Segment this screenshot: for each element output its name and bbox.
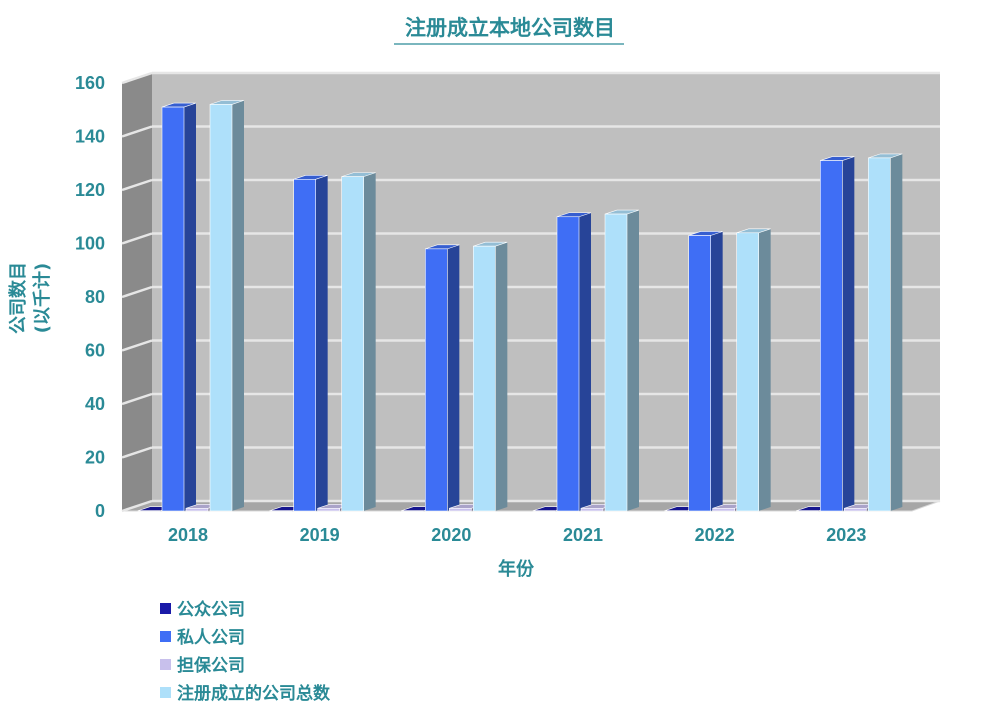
legend-label: 公众公司 (177, 599, 245, 620)
y-axis-unit: (以千计) (31, 263, 53, 333)
legend-swatch (160, 659, 171, 670)
bar-total (473, 241, 508, 512)
gridline-side (121, 125, 153, 138)
bar-private (161, 102, 197, 512)
bar-private (425, 244, 460, 512)
y-tick-label: 60 (85, 341, 105, 361)
x-tick-label: 2022 (695, 525, 735, 545)
x-tick-label: 2018 (168, 525, 208, 545)
legend-swatch (160, 631, 171, 642)
gridline-side (121, 339, 153, 352)
bar-private (688, 231, 723, 512)
legend-label: 担保公司 (177, 655, 245, 676)
y-tick-label: 160 (75, 73, 105, 93)
x-tick-label: 2020 (431, 525, 471, 545)
legend-swatch (160, 603, 171, 614)
x-tick-label: 2023 (826, 525, 866, 545)
y-axis-label: 公司数目 (7, 262, 29, 334)
bar-total (341, 172, 376, 512)
gridline-side (121, 178, 153, 192)
y-ticks: 0 20 40 60 80 100 120 140 160 (75, 73, 105, 521)
bar-total (736, 228, 771, 512)
gridline-side (121, 446, 153, 459)
bar-total (868, 153, 903, 512)
y-tick-label: 20 (85, 448, 105, 468)
y-tick-label: 40 (85, 394, 105, 414)
gridline-side (121, 232, 153, 245)
bar-private (820, 156, 855, 512)
x-tick-label: 2019 (300, 525, 340, 545)
x-ticks: 2018 2019 2020 2021 2022 2023 (168, 525, 866, 545)
gridlines (121, 71, 940, 513)
y-tick-label: 80 (85, 287, 105, 307)
y-tick-label: 140 (75, 127, 105, 147)
bar-total (209, 100, 245, 512)
bars (137, 100, 903, 512)
bar-private (293, 175, 328, 512)
x-axis-label: 年份 (498, 558, 535, 580)
gridline-side (121, 285, 153, 299)
plot-background (121, 73, 941, 512)
gridline-side (121, 392, 153, 406)
y-tick-label: 0 (95, 501, 105, 521)
y-tick-label: 120 (75, 180, 105, 200)
legend-swatch (160, 687, 171, 698)
y-tick-label: 100 (75, 234, 105, 254)
chart-title: 注册成立本地公司数目 (405, 16, 615, 40)
gridline-side (121, 499, 153, 513)
bar-total (604, 209, 640, 512)
gridline-side (121, 71, 153, 85)
x-tick-label: 2021 (563, 525, 603, 545)
legend-label: 私人公司 (177, 628, 245, 648)
legend-label: 注册成立的公司总数 (177, 683, 331, 704)
bar-private (556, 212, 592, 512)
